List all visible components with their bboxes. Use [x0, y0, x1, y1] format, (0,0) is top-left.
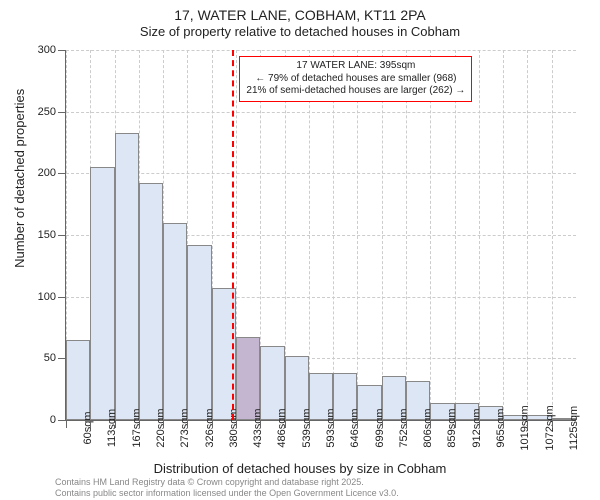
grid-line-vertical: [503, 50, 504, 420]
x-tick: [66, 420, 67, 428]
plot-area: 05010015020025030060sqm113sqm167sqm220sq…: [65, 50, 576, 421]
y-tick-label: 100: [38, 291, 56, 303]
histogram-bar: [139, 183, 163, 420]
x-tick: [479, 420, 480, 428]
y-tick-label: 150: [38, 229, 56, 241]
annotation-line: 17 WATER LANE: 395sqm: [246, 60, 465, 73]
footer-line: Contains HM Land Registry data © Crown c…: [55, 477, 399, 487]
x-tick: [90, 420, 91, 428]
grid-line-horizontal: [66, 50, 576, 51]
histogram-bar: [66, 340, 90, 420]
y-tick-label: 250: [38, 106, 56, 118]
x-tick: [333, 420, 334, 428]
x-tick: [139, 420, 140, 428]
x-axis-label: Distribution of detached houses by size …: [0, 461, 600, 476]
x-tick: [115, 420, 116, 428]
y-tick: [58, 112, 66, 113]
x-tick: [285, 420, 286, 428]
y-tick-label: 200: [38, 167, 56, 179]
grid-line-vertical: [357, 50, 358, 420]
y-tick-label: 0: [50, 414, 56, 426]
x-tick-label: 1072sqm: [544, 405, 556, 450]
x-tick: [455, 420, 456, 428]
x-tick: [406, 420, 407, 428]
chart-subtitle: Size of property relative to detached ho…: [0, 24, 600, 39]
marker-line: [232, 50, 234, 420]
x-tick: [212, 420, 213, 428]
footer-line: Contains public sector information licen…: [55, 488, 399, 498]
chart-title: 17, WATER LANE, COBHAM, KT11 2PA: [0, 0, 600, 24]
grid-line-horizontal: [66, 112, 576, 113]
grid-line-vertical: [455, 50, 456, 420]
x-tick-label: 1125sqm: [568, 406, 580, 450]
y-tick: [58, 235, 66, 236]
histogram-bar: [115, 133, 139, 420]
y-tick-label: 50: [44, 352, 56, 364]
x-tick: [527, 420, 528, 428]
y-tick: [58, 173, 66, 174]
grid-line-vertical: [333, 50, 334, 420]
grid-line-vertical: [309, 50, 310, 420]
histogram-bar: [163, 223, 187, 420]
annotation-line: ← 79% of detached houses are smaller (96…: [246, 73, 465, 86]
histogram-bar: [90, 167, 114, 420]
x-tick: [382, 420, 383, 428]
y-tick-label: 300: [38, 44, 56, 56]
x-tick: [163, 420, 164, 428]
y-tick: [58, 420, 66, 421]
grid-line-horizontal: [66, 173, 576, 174]
x-tick-label: 1019sqm: [519, 405, 531, 450]
y-axis-label: Number of detached properties: [12, 89, 27, 268]
y-tick: [58, 358, 66, 359]
annotation-line: 21% of semi-detached houses are larger (…: [246, 85, 465, 98]
histogram-bar: [187, 245, 211, 420]
footer: Contains HM Land Registry data © Crown c…: [55, 477, 399, 498]
x-tick: [187, 420, 188, 428]
x-tick: [552, 420, 553, 428]
y-tick: [58, 297, 66, 298]
grid-line-vertical: [406, 50, 407, 420]
grid-line-vertical: [430, 50, 431, 420]
x-tick: [236, 420, 237, 428]
chart-container: 17, WATER LANE, COBHAM, KT11 2PA Size of…: [0, 0, 600, 500]
grid-line-vertical: [382, 50, 383, 420]
x-tick: [260, 420, 261, 428]
grid-line-vertical: [479, 50, 480, 420]
y-tick: [58, 50, 66, 51]
x-tick: [430, 420, 431, 428]
annotation-box: 17 WATER LANE: 395sqm ← 79% of detached …: [239, 56, 472, 102]
x-tick: [309, 420, 310, 428]
grid-line-vertical: [527, 50, 528, 420]
x-tick: [357, 420, 358, 428]
grid-line-vertical: [552, 50, 553, 420]
x-tick: [503, 420, 504, 428]
